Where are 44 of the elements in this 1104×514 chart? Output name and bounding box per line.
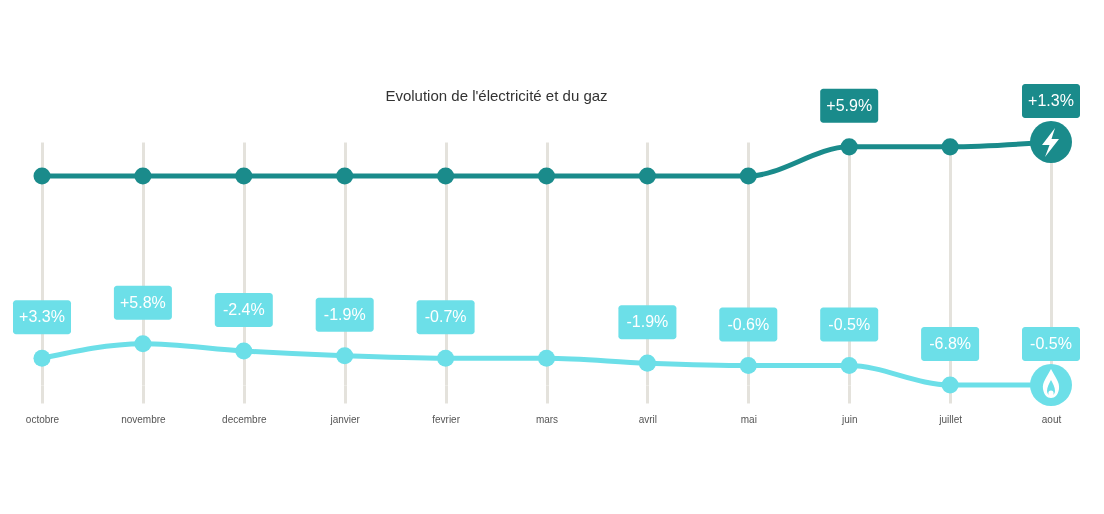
- point: [437, 167, 455, 185]
- annotation: -2.4%: [222, 300, 265, 318]
- annotation: +5.8%: [119, 293, 166, 311]
- point: [437, 349, 455, 367]
- point: [33, 167, 51, 185]
- point: [840, 357, 858, 375]
- annotation: -1.9%: [323, 305, 366, 323]
- x-tick-label: octobre: [25, 413, 60, 425]
- point: [537, 167, 556, 185]
- annotation: +5.9%: [826, 96, 873, 114]
- x-tick-label: juillet: [938, 413, 963, 425]
- x-tick-label: decembre: [222, 413, 267, 425]
- point: [840, 138, 858, 156]
- chart-title: Evolution de l'électricité et du gaz: [385, 87, 608, 104]
- point: [739, 167, 757, 185]
- point: [235, 167, 253, 185]
- point: [336, 347, 354, 365]
- point: [235, 342, 253, 360]
- x-tick-label: juin: [840, 413, 858, 425]
- point: [638, 354, 656, 372]
- annotation: -6.8%: [929, 335, 971, 352]
- point: [537, 349, 556, 367]
- annotation: +1.3%: [1028, 92, 1074, 109]
- x-tick-label: janvier: [329, 413, 361, 425]
- annotation: -0.5%: [1030, 335, 1072, 352]
- point: [33, 349, 51, 367]
- point: [336, 167, 354, 185]
- x-tick-label: avril: [638, 413, 658, 425]
- annotation: -0.6%: [727, 315, 770, 333]
- annotation: -0.7%: [424, 308, 467, 326]
- x-tick-label: novembre: [121, 413, 167, 425]
- x-tick-label: fevrier: [432, 413, 461, 425]
- point: [638, 167, 656, 185]
- x-tick-label: mai: [740, 413, 757, 425]
- point: [134, 335, 152, 353]
- point: [941, 138, 959, 156]
- x-tick-label: aout: [1041, 413, 1062, 425]
- annotation: -0.5%: [828, 315, 871, 333]
- x-tick-label: mars: [535, 413, 559, 425]
- point: [941, 376, 959, 394]
- point: [134, 167, 152, 185]
- annotation: -1.9%: [626, 313, 669, 331]
- point: [739, 357, 757, 375]
- annotation: +3.3%: [19, 308, 65, 326]
